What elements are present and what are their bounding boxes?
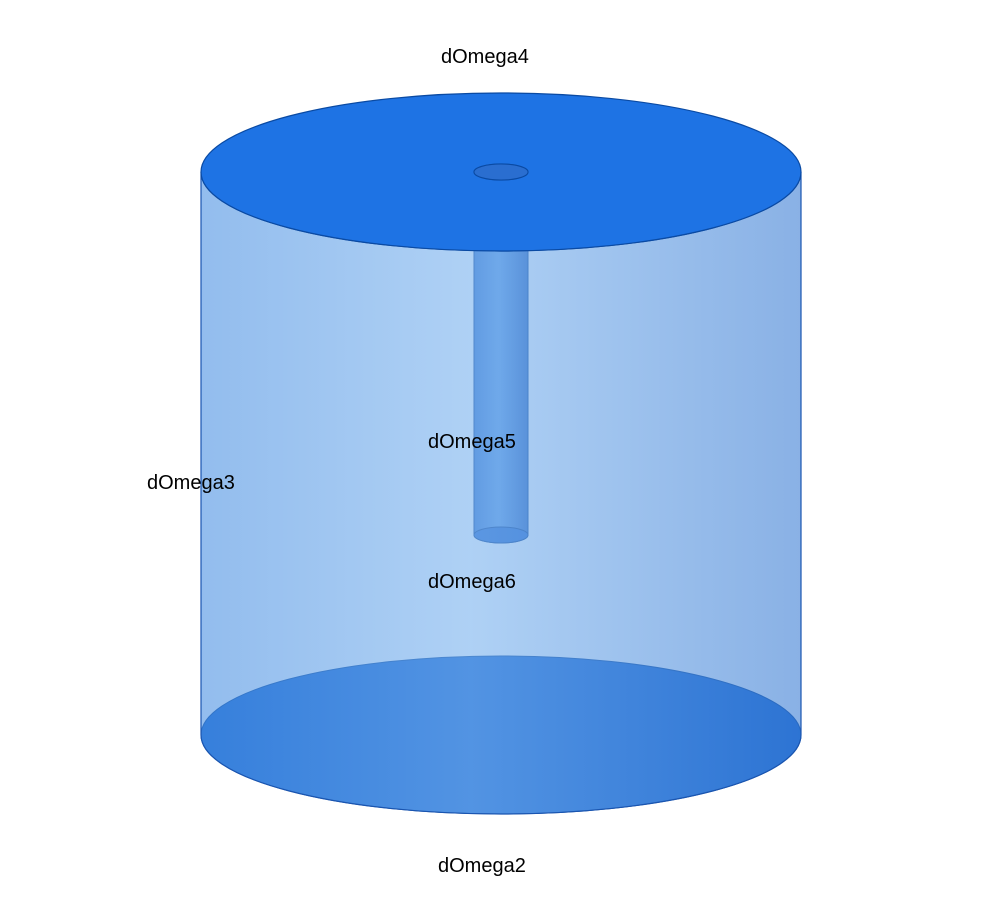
label-domega6: dOmega6 (428, 571, 516, 594)
label-domega4: dOmega4 (441, 46, 529, 69)
label-domega5: dOmega5 (428, 431, 516, 454)
label-domega3: dOmega3 (147, 472, 235, 495)
label-domega2: dOmega2 (438, 855, 526, 878)
inner-top-hole-rim (474, 164, 528, 180)
outer-cylinder-side (201, 172, 801, 814)
